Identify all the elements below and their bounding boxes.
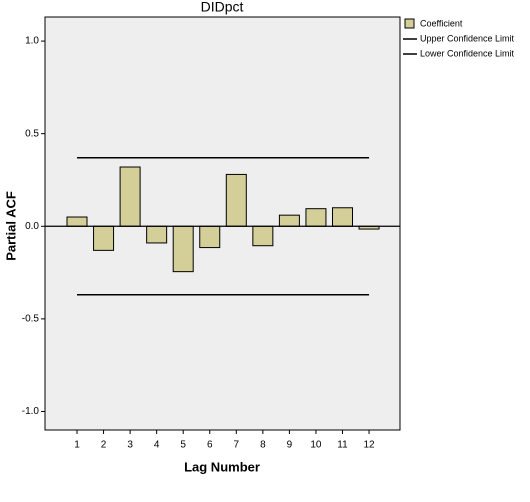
x-tick-label: 12 (363, 440, 375, 451)
bar (278, 214, 300, 227)
x-tick-label: 10 (310, 440, 322, 451)
x-tick-label: 2 (101, 440, 107, 451)
y-tick-label: 1.0 (25, 36, 39, 47)
y-tick-label: 0.5 (25, 128, 39, 139)
bar (119, 166, 141, 227)
y-tick-label: -0.5 (22, 314, 40, 325)
bar (225, 173, 247, 227)
x-tick-label: 4 (154, 440, 160, 451)
bar (332, 207, 353, 227)
bar (93, 225, 115, 251)
y-axis-title: Partial ACF (3, 191, 18, 261)
x-tick-label: 5 (180, 440, 186, 451)
bar (252, 225, 274, 247)
chart-title: DIDpct (201, 0, 244, 15)
bar (146, 225, 168, 244)
y-tick-label: -1.0 (22, 406, 40, 417)
x-tick-label: 1 (74, 440, 80, 451)
bar (199, 225, 221, 249)
x-tick-label: 7 (234, 440, 240, 451)
x-tick-label: 3 (127, 440, 133, 451)
x-tick-label: 8 (260, 440, 266, 451)
legend-swatch (404, 18, 415, 29)
legend-label: Coefficient (420, 18, 463, 28)
x-tick-label: 11 (337, 440, 348, 451)
bar (172, 225, 194, 273)
legend-label: Upper Confidence Limit (420, 33, 515, 43)
legend-label: Lower Confidence Limit (420, 48, 515, 58)
x-tick-label: 9 (287, 440, 293, 451)
x-tick-label: 6 (207, 440, 213, 451)
x-axis-title: Lag Number (184, 459, 260, 474)
bar (66, 216, 88, 227)
bar (305, 208, 327, 227)
y-tick-label: 0.0 (25, 221, 39, 232)
